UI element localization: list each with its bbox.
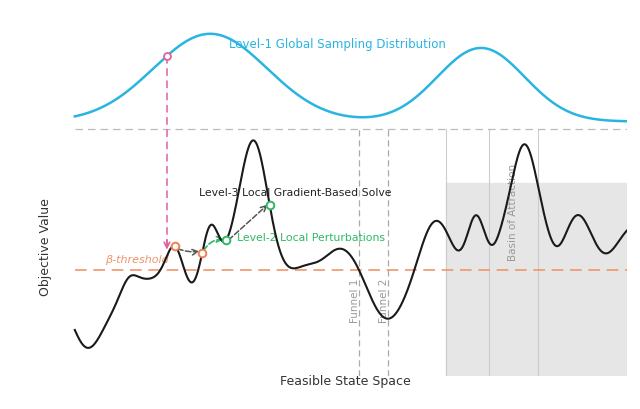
Text: Level-1 Global Sampling Distribution: Level-1 Global Sampling Distribution — [229, 38, 446, 51]
Text: Funnel 1: Funnel 1 — [350, 278, 360, 322]
Text: Basin of Attraction: Basin of Attraction — [508, 163, 518, 260]
Text: Objective Value: Objective Value — [38, 198, 52, 296]
Bar — [446, 184, 489, 376]
Text: β-threshold: β-threshold — [104, 254, 168, 265]
Bar — [538, 184, 627, 376]
Bar — [489, 184, 538, 376]
Text: Feasible State Space: Feasible State Space — [280, 374, 411, 387]
Text: Level-3 Local Gradient-Based Solve: Level-3 Local Gradient-Based Solve — [200, 188, 392, 198]
Text: Funnel 2: Funnel 2 — [379, 278, 389, 322]
Text: Level-2 Local Perturbations: Level-2 Local Perturbations — [237, 232, 385, 243]
